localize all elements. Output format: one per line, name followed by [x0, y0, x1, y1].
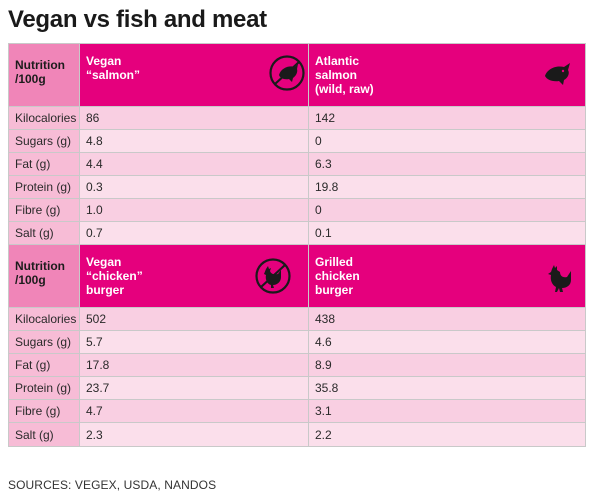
vegan-chicken-header-label: Vegan “chicken” burger: [86, 255, 143, 297]
vegan-value: 0.3: [80, 176, 309, 198]
row-label: Kilocalories: [9, 308, 80, 330]
animal-value: 4.6: [315, 335, 332, 349]
animal-value: 438: [315, 312, 336, 326]
table-row: Salt (g) 2.3 2.2: [9, 423, 585, 446]
table-row: Fibre (g) 4.7 3.1: [9, 400, 585, 423]
animal-value: 19.8: [315, 180, 339, 194]
table-row: Kilocalories 86 142: [9, 107, 585, 130]
vegan-value: 4.7: [80, 400, 309, 422]
row-label: Kilocalories: [9, 107, 80, 129]
row-label: Salt (g): [9, 423, 80, 446]
nutrition-header-cell: Nutrition /100g: [9, 44, 80, 106]
vegan-value: 502: [80, 308, 309, 330]
vegan-salmon-header-label: Vegan “salmon”: [86, 54, 141, 82]
vegan-value: 23.7: [80, 377, 309, 399]
table-row: Sugars (g) 4.8 0: [9, 130, 585, 153]
vegan-value: 4.8: [80, 130, 309, 152]
row-label: Fibre (g): [9, 199, 80, 221]
vegan-value: 5.7: [80, 331, 309, 353]
row-label: Salt (g): [9, 222, 80, 244]
row-label: Fibre (g): [9, 400, 80, 422]
page-title: Vegan vs fish and meat: [8, 6, 267, 33]
vegan-value: 2.3: [80, 423, 309, 446]
crossed-out-chicken-icon: [254, 257, 292, 298]
salmon-header-row: Nutrition /100g Vegan “salmon” Atlantic …: [9, 44, 585, 107]
vegan-value: 86: [80, 107, 309, 129]
table-row: Fat (g) 17.8 8.9: [9, 354, 585, 377]
table-row: Fat (g) 4.4 6.3: [9, 153, 585, 176]
animal-value: 3.1: [315, 404, 332, 418]
animal-value: 2.2: [315, 427, 332, 442]
animal-value: 142: [315, 111, 336, 125]
table-row: Fibre (g) 1.0 0: [9, 199, 585, 222]
row-label: Sugars (g): [9, 331, 80, 353]
table-row: Protein (g) 0.3 19.8: [9, 176, 585, 199]
row-label: Fat (g): [9, 153, 80, 175]
fish-icon: [543, 62, 573, 89]
row-label: Fat (g): [9, 354, 80, 376]
row-label: Sugars (g): [9, 130, 80, 152]
atlantic-salmon-header-cell: Atlantic salmon (wild, raw): [309, 44, 585, 106]
atlantic-salmon-header-label: Atlantic salmon (wild, raw): [315, 54, 374, 96]
grilled-chicken-header-label: Grilled chicken burger: [315, 255, 360, 297]
animal-value: 8.9: [315, 358, 332, 372]
row-label: Protein (g): [9, 176, 80, 198]
vegan-value: 4.4: [80, 153, 309, 175]
vegan-salmon-header-cell: Vegan “salmon”: [80, 44, 309, 106]
animal-value: 0: [315, 134, 322, 148]
vegan-value: 0.7: [80, 222, 309, 244]
vegan-chicken-header-cell: Vegan “chicken” burger: [80, 245, 309, 307]
table-row: Kilocalories 502 438: [9, 308, 585, 331]
grilled-chicken-header-cell: Grilled chicken burger: [309, 245, 585, 307]
nutrition-table: Nutrition /100g Vegan “salmon” Atlantic …: [8, 43, 586, 447]
animal-value: 6.3: [315, 157, 332, 171]
sources-note: SOURCES: VEGEX, USDA, NANDOS: [8, 478, 217, 492]
table-row: Sugars (g) 5.7 4.6: [9, 331, 585, 354]
row-label: Protein (g): [9, 377, 80, 399]
nutrition-header-cell: Nutrition /100g: [9, 245, 80, 307]
vegan-value: 17.8: [80, 354, 309, 376]
animal-value: 0.1: [315, 226, 332, 240]
table-row: Protein (g) 23.7 35.8: [9, 377, 585, 400]
animal-value: 0: [315, 203, 322, 217]
nutrition-header-label: Nutrition /100g: [15, 259, 65, 287]
nutrition-header-label: Nutrition /100g: [15, 58, 65, 86]
table-row: Salt (g) 0.7 0.1: [9, 222, 585, 245]
chicken-icon: [547, 263, 573, 296]
chicken-header-row: Nutrition /100g Vegan “chicken” burger G…: [9, 245, 585, 308]
crossed-out-fish-icon: [268, 54, 306, 95]
animal-value: 35.8: [315, 381, 339, 395]
vegan-value: 1.0: [80, 199, 309, 221]
